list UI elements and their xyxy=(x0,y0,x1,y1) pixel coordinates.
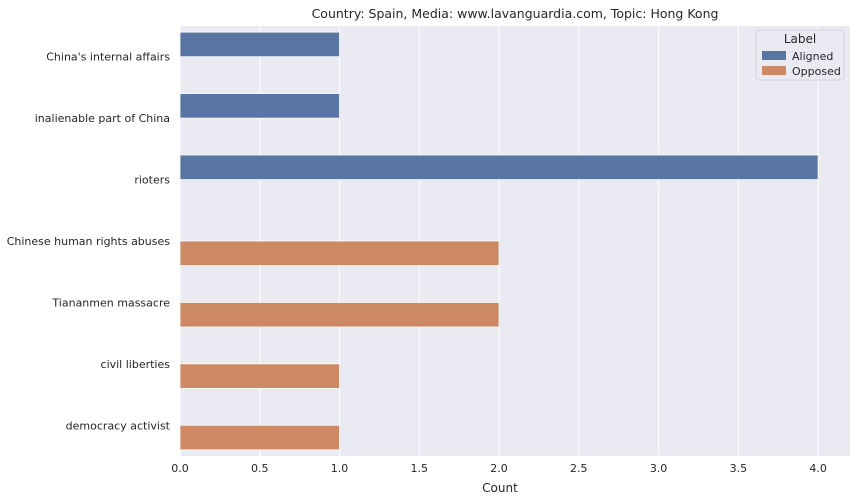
bar-aligned-0 xyxy=(179,31,340,58)
legend-title: Label xyxy=(784,32,816,46)
x-tick-label: 3.5 xyxy=(730,462,748,475)
category-labels: China's internal affairs inalienable part… xyxy=(7,51,171,433)
category-label: democracy activist xyxy=(66,419,171,432)
bars xyxy=(179,31,819,451)
chart-title: Country: Spain, Media: www.lavanguardia.… xyxy=(312,6,719,21)
x-tick-labels: 0.0 0.5 1.0 1.5 2.0 2.5 3.0 3.5 4.0 xyxy=(171,462,827,475)
x-tick-label: 3.0 xyxy=(650,462,668,475)
x-tick-label: 2.5 xyxy=(570,462,588,475)
legend: Label Aligned Opposed xyxy=(755,29,845,81)
legend-label-aligned: Aligned xyxy=(792,50,833,63)
category-label: China's internal affairs xyxy=(46,51,170,64)
bar-opposed-4 xyxy=(179,302,500,328)
category-label: inalienable part of China xyxy=(35,112,170,125)
bar-aligned-1 xyxy=(179,93,340,119)
category-label: rioters xyxy=(134,174,170,187)
category-label: Chinese human rights abuses xyxy=(7,235,171,248)
x-tick-label: 0.0 xyxy=(171,462,189,475)
bar-opposed-6 xyxy=(179,424,340,451)
legend-label-opposed: Opposed xyxy=(792,65,841,78)
category-label: Tiananmen massacre xyxy=(51,296,170,309)
legend-swatch-aligned xyxy=(762,51,786,60)
x-tick-label: 1.5 xyxy=(411,462,429,475)
legend-swatch-opposed xyxy=(762,66,786,75)
bar-aligned-2 xyxy=(179,154,819,180)
category-label: civil liberties xyxy=(101,358,171,371)
bar-opposed-5 xyxy=(179,363,340,389)
x-tick-label: 2.0 xyxy=(490,462,508,475)
x-axis-label: Count xyxy=(482,481,518,495)
x-tick-label: 1.0 xyxy=(331,462,349,475)
x-tick-label: 4.0 xyxy=(809,462,827,475)
bar-opposed-3 xyxy=(179,240,500,266)
x-tick-label: 0.5 xyxy=(251,462,269,475)
